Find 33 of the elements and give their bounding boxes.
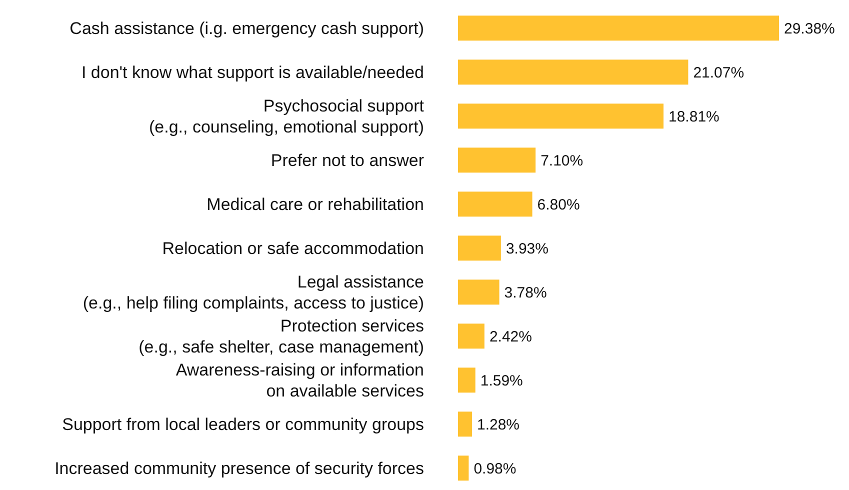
bar (458, 280, 500, 305)
y-tick-label: Relocation or safe accommodation (162, 238, 424, 258)
y-tick-label: Cash assistance (i.g. emergency cash support) (70, 18, 424, 38)
bar (458, 412, 472, 437)
data-label: 21.07% (693, 64, 744, 82)
y-tick-label: Legal assistance (e.g., help filing complaints, access to justice) (82, 272, 424, 312)
data-label: 1.59% (480, 372, 523, 390)
data-label: 0.98% (474, 460, 516, 478)
data-label: 1.28% (476, 416, 520, 434)
data-label: 29.38% (784, 20, 835, 38)
y-tick-label: Medical care or rehabilitation (206, 194, 424, 214)
y-tick-label: Support from local leaders or community groups (62, 414, 424, 434)
bar (458, 456, 469, 481)
bar (458, 148, 536, 173)
y-tick-label: I don't know what support is available/needed (81, 62, 424, 82)
bar (458, 104, 664, 129)
y-tick-label: Prefer not to answer (270, 150, 424, 170)
data-label: 7.10% (540, 152, 584, 170)
bar (458, 60, 688, 85)
y-tick-label: Protection services (e.g., safe shelter, case management) (138, 316, 424, 356)
data-label: 18.81% (668, 108, 720, 126)
data-label: 2.42% (489, 328, 532, 346)
data-label: 3.93% (506, 240, 548, 258)
data-label: 3.78% (504, 284, 547, 302)
bar (458, 16, 779, 41)
y-tick-label: Awareness-raising or information on available services (176, 360, 424, 400)
bar (458, 324, 484, 349)
data-label: 6.80% (537, 196, 580, 214)
y-tick-label: Increased community presence of security forces (54, 458, 424, 478)
y-tick-label: Psychosocial support (e.g., counseling, emotional support) (149, 96, 424, 136)
bar (458, 192, 532, 217)
bar (458, 368, 476, 393)
bar (458, 236, 501, 261)
